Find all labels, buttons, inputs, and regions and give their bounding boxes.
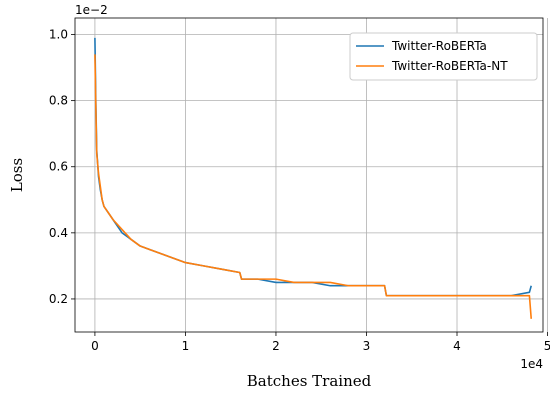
y-tick-label-0: 0.2 [49, 292, 68, 306]
x-tick-label-5: 5 [544, 339, 550, 353]
x-tick-label-4: 4 [453, 339, 461, 353]
ticks: 0 1 2 3 4 5 0.2 0.4 0.6 0.8 1.0 [49, 28, 550, 353]
legend-box [349, 32, 538, 81]
y-tick-label-4: 1.0 [49, 28, 68, 42]
x-tick-label-0: 0 [91, 339, 99, 353]
y-tick-label-1: 0.4 [49, 226, 68, 240]
y-tick-label-2: 0.6 [49, 160, 68, 174]
y-tick-label-3: 0.8 [49, 94, 68, 108]
x-tick-label-1: 1 [182, 339, 190, 353]
x-tick-label-2: 2 [272, 339, 280, 353]
legend-label-twitter-roberta-nt: Twitter-RoBERTa-NT [391, 59, 508, 73]
legend: Twitter-RoBERTa Twitter-RoBERTa-NT [349, 32, 538, 81]
x-axis-label: Batches Trained [247, 372, 372, 390]
legend-label-twitter-roberta: Twitter-RoBERTa [391, 39, 487, 53]
plot-frame [74, 17, 544, 333]
y-axis-label: Loss [8, 158, 26, 192]
series-line-1 [94, 54, 533, 319]
x-offset-text: 1e4 [520, 357, 543, 371]
series-lines [94, 37, 533, 319]
grid [75, 18, 548, 332]
y-offset-text: 1e−2 [75, 3, 108, 17]
x-tick-label-3: 3 [363, 339, 371, 353]
